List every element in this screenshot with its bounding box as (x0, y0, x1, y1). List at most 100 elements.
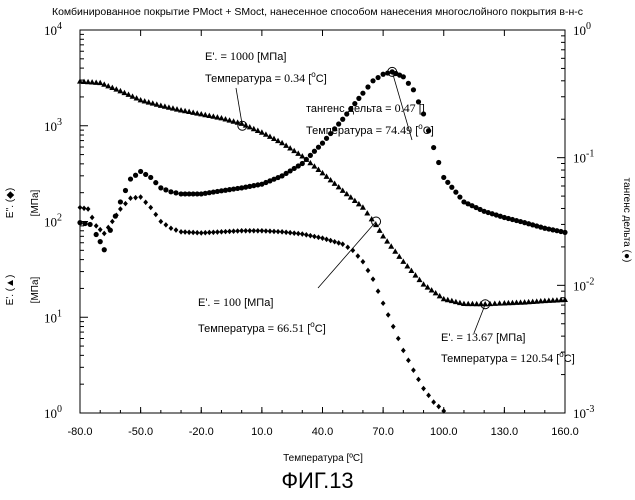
y-right-label: тангенс дельта (●) (621, 178, 632, 263)
x-tick-label: 70.0 (372, 426, 393, 438)
series-tan-delta (77, 69, 567, 252)
e-double-prime-point (195, 230, 200, 236)
tan-delta-point (173, 190, 178, 195)
annotation-line2: Температура = 66.51 [oC] (198, 320, 326, 335)
e-double-prime-point (94, 223, 99, 229)
e-double-prime-point (288, 230, 293, 236)
e-double-prime-point (361, 259, 366, 265)
e-double-prime-point (203, 230, 208, 236)
e-double-prime-point (207, 230, 212, 236)
e-double-prime-point (183, 229, 188, 235)
y-left-lower-unit: [МПа] (30, 276, 41, 303)
x-tick-label: -80.0 (67, 426, 92, 438)
figure-caption: ФИГ.13 (0, 468, 635, 494)
e-double-prime-point (123, 201, 128, 207)
tan-delta-point (113, 214, 118, 219)
e-double-prime-point (82, 205, 87, 211)
x-axis-ticks: -80.0-50.0-20.010.040.070.0100.0130.0160… (67, 30, 578, 438)
e-double-prime-point (215, 229, 220, 235)
e-double-prime-point (292, 230, 297, 236)
e-double-prime-point (320, 235, 325, 241)
e-prime-point (492, 301, 498, 306)
e-double-prime-point (153, 212, 158, 218)
e-double-prime-point (199, 230, 204, 236)
x-tick-label: 10.0 (251, 426, 272, 438)
tan-delta-point (163, 187, 168, 192)
left-y-tick-label: 101 (44, 308, 62, 325)
e-double-prime-point (235, 228, 240, 234)
e-prime-point (392, 248, 398, 253)
tan-delta-point (453, 190, 458, 195)
e-double-prime-point (355, 253, 360, 259)
e-double-prime-point (110, 219, 115, 225)
e-double-prime-point (284, 229, 289, 235)
tan-delta-point (449, 185, 454, 190)
annotation-leader (318, 222, 376, 289)
e-double-prime-point (381, 300, 386, 306)
e-prime-point (400, 259, 406, 264)
tan-delta-point (138, 169, 143, 174)
tan-delta-point (411, 87, 416, 92)
right-y-tick-label: 10-3 (573, 404, 594, 421)
annotation-line2: Температура = 74.49 [oC] (306, 122, 434, 137)
e-double-prime-point (371, 276, 376, 282)
tan-delta-point (436, 160, 441, 165)
tan-delta-point (381, 72, 386, 77)
y-left-lower-label: E'. (▲) (5, 275, 16, 306)
e-prime-point (497, 300, 503, 305)
e-double-prime-point (312, 234, 317, 240)
tan-delta-point (98, 239, 103, 244)
tan-delta-point (102, 247, 107, 252)
e-double-prime-point (158, 219, 163, 225)
e-double-prime-point (386, 312, 391, 318)
annotation-line2: Температура = 0.34 [oC] (205, 70, 327, 85)
tan-delta-point (82, 221, 87, 226)
e-double-prime-point (308, 233, 313, 239)
tan-delta-point (128, 176, 133, 181)
e-double-prime-point (148, 205, 153, 211)
tan-delta-point (340, 117, 345, 122)
tan-delta-point (360, 91, 365, 96)
annotation-line1: E'. = 100 [МПа] (198, 295, 273, 309)
e-prime-point (218, 115, 224, 120)
e-prime-point (377, 227, 383, 232)
e-double-prime-point (98, 227, 103, 233)
e-double-prime-point (401, 348, 406, 354)
left-y-tick-label: 104 (44, 21, 62, 38)
e-prime-point (396, 253, 402, 258)
e-double-prime-point (300, 231, 305, 237)
tan-delta-point (308, 153, 313, 158)
tan-delta-point (375, 75, 380, 80)
annotation-leader (474, 304, 485, 333)
tan-delta-point (118, 199, 123, 204)
x-tick-label: -20.0 (189, 426, 214, 438)
tan-delta-point (431, 145, 436, 150)
tan-delta-point (143, 172, 148, 177)
tan-delta-point (370, 78, 375, 83)
e-double-prime-point (328, 238, 333, 244)
tan-delta-point (316, 145, 321, 150)
e-double-prime-point (187, 229, 192, 235)
tan-delta-point (148, 175, 153, 180)
e-double-prime-point (86, 206, 91, 212)
tan-delta-point (133, 173, 138, 178)
annotation-line1: E'. = 13.67 [МПа] (441, 330, 525, 344)
e-double-prime-point (421, 386, 426, 392)
left-y-tick-label: 102 (44, 213, 62, 230)
e-double-prime-point (118, 206, 123, 212)
annotations: E'. = 1000 [МПа]Температура = 0.34 [oC]т… (198, 49, 575, 365)
tan-delta-point (108, 228, 113, 233)
e-prime-point (380, 233, 386, 238)
e-double-prime-point (272, 229, 277, 235)
e-double-prime-point (78, 205, 83, 211)
tan-delta-point (401, 74, 406, 79)
tan-delta-point (88, 222, 93, 227)
tan-delta-point (320, 141, 325, 146)
e-double-prime-point (268, 228, 273, 234)
tan-delta-point (312, 149, 317, 154)
left-y-tick-label: 100 (44, 404, 62, 421)
e-double-prime-point (426, 393, 431, 399)
e-double-prime-point (345, 244, 350, 250)
tan-delta-point (168, 189, 173, 194)
e-double-prime-point (416, 377, 421, 383)
